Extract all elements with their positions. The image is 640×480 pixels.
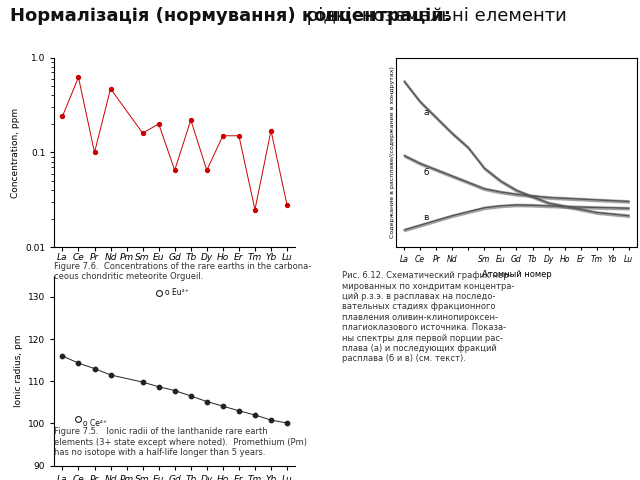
Point bbox=[58, 113, 68, 120]
Point bbox=[154, 383, 164, 391]
Y-axis label: Concentration, ppm: Concentration, ppm bbox=[11, 108, 20, 198]
Point bbox=[138, 129, 148, 137]
Text: а: а bbox=[424, 108, 429, 117]
Point bbox=[154, 289, 164, 297]
Point bbox=[202, 167, 212, 174]
Point bbox=[74, 73, 84, 81]
Point bbox=[218, 402, 228, 410]
Point bbox=[154, 120, 164, 128]
Point bbox=[186, 392, 196, 400]
Point bbox=[138, 378, 148, 386]
Point bbox=[282, 201, 292, 209]
Point bbox=[202, 397, 212, 405]
Text: o Eu²⁺: o Eu²⁺ bbox=[165, 288, 189, 297]
Point bbox=[106, 371, 116, 379]
Point bbox=[266, 127, 276, 134]
X-axis label: Атомный номер: Атомный номер bbox=[481, 270, 551, 278]
Point bbox=[74, 360, 84, 367]
Text: Рис. 6.12. Схематический график нор-
мированных по хондритам концентра-
ций р.з.: Рис. 6.12. Схематический график нор- мир… bbox=[342, 271, 515, 363]
Text: Figure 7.5.   Ionic radii of the lanthanide rare earth
elements (3+ state except: Figure 7.5. Ionic radii of the lanthanid… bbox=[54, 427, 307, 457]
Point bbox=[234, 407, 244, 415]
Text: Нормалізація (нормування) концентрацій:: Нормалізація (нормування) концентрацій: bbox=[10, 7, 451, 25]
Point bbox=[234, 132, 244, 140]
Point bbox=[266, 416, 276, 424]
Point bbox=[250, 411, 260, 419]
Text: Figure 7.6.  Concentrations of the rare earths in the carbona-
ceous chondritic : Figure 7.6. Concentrations of the rare e… bbox=[54, 262, 312, 281]
Point bbox=[282, 419, 292, 427]
Point bbox=[170, 387, 180, 395]
Point bbox=[250, 206, 260, 214]
Text: в: в bbox=[424, 214, 429, 223]
Point bbox=[106, 85, 116, 93]
Y-axis label: Ionic radius, pm: Ionic radius, pm bbox=[13, 335, 22, 407]
Point bbox=[186, 116, 196, 124]
Point bbox=[74, 415, 84, 423]
Text: б: б bbox=[424, 168, 429, 177]
Point bbox=[170, 167, 180, 174]
Point bbox=[90, 149, 100, 156]
Y-axis label: Содержание в расплаве/(содержание в хондрутах): Содержание в расплаве/(содержание в хонд… bbox=[390, 67, 395, 239]
Point bbox=[58, 352, 68, 360]
Point bbox=[90, 365, 100, 372]
Point bbox=[218, 132, 228, 140]
Text: рідкісноземельні елементи: рідкісноземельні елементи bbox=[301, 7, 567, 25]
Text: o Ce⁴⁺: o Ce⁴⁺ bbox=[83, 419, 108, 428]
